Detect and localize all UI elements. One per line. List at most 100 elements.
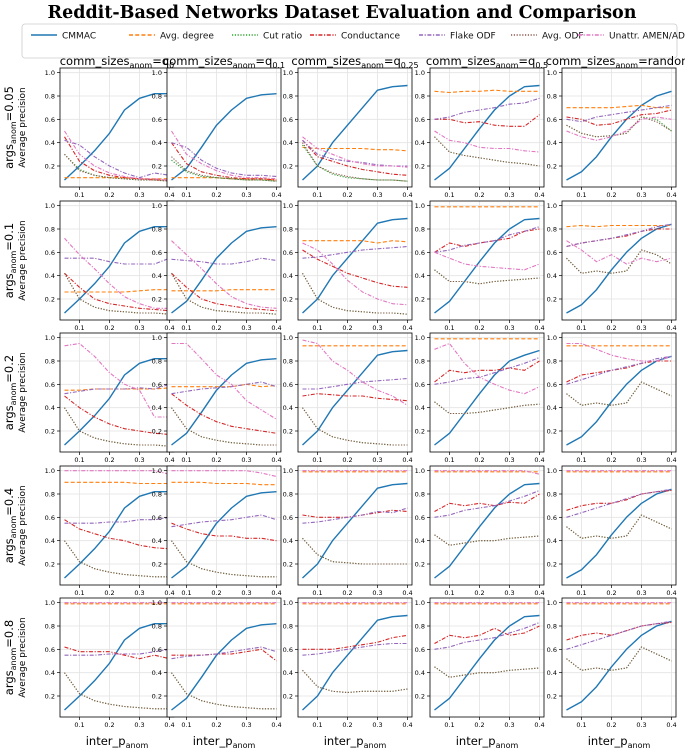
x-tick-label: 0.3 xyxy=(636,721,646,729)
y-tick-label: 0.6 xyxy=(45,514,55,522)
y-tick-label: 0.4 xyxy=(45,669,55,677)
legend-entry: CMMAC xyxy=(31,32,96,42)
series-line xyxy=(434,534,540,546)
y-tick-label: 1.0 xyxy=(415,69,425,77)
x-tick-label: 0.2 xyxy=(474,324,484,332)
column-header: comm_sizesanom=q0.25 xyxy=(291,54,418,70)
x-tick-label: 0.1 xyxy=(181,324,191,332)
legend-entry: Avg. ODF xyxy=(511,32,584,42)
y-tick-label: 0.2 xyxy=(547,428,557,436)
series-line xyxy=(302,634,408,650)
series-line xyxy=(64,177,170,180)
x-tick-label: 0.2 xyxy=(342,324,352,332)
y-tick-label: 0.6 xyxy=(152,514,162,522)
panel-frame xyxy=(297,332,413,453)
series-line xyxy=(434,621,540,650)
row-label: argsanom=0.05 xyxy=(2,86,18,169)
y-tick-label: 1.0 xyxy=(283,202,293,210)
x-tick-label: 0.4 xyxy=(402,721,412,729)
panel: 0.2 0.4 0.6 0.8 1.0 0.1 0.2 0.3 0.4 xyxy=(45,200,175,332)
series-line xyxy=(64,139,170,179)
panel: 0.2 0.4 0.6 0.8 1.0 0.1 0.2 0.3 0.4 xyxy=(415,332,545,464)
y-tick-label: 0.4 xyxy=(152,669,162,677)
x-tick-label: 0.2 xyxy=(606,191,616,199)
column-header: comm_sizesanom=q0.1 xyxy=(163,54,285,70)
x-tick-label: 0.2 xyxy=(606,324,616,332)
y-tick-label: 0.2 xyxy=(283,428,293,436)
x-tick-label: 0.1 xyxy=(444,721,454,729)
y-tick-label: 1.0 xyxy=(415,334,425,342)
series-line xyxy=(566,489,672,511)
y-tick-label: 0.4 xyxy=(283,272,293,280)
series-line xyxy=(64,491,170,579)
panel-frame xyxy=(166,67,282,188)
y-tick-label: 0.4 xyxy=(415,404,425,412)
series-line xyxy=(64,257,170,265)
x-tick-label: 0.2 xyxy=(211,191,221,199)
panel: 0.2 0.4 0.6 0.8 1.0 0.1 0.2 0.3 0.4 xyxy=(45,332,175,464)
y-tick-label: 0.8 xyxy=(415,623,425,631)
panel: 0.2 0.4 0.6 0.8 1.0 0.1 0.2 0.3 0.4 xyxy=(283,597,413,729)
x-tick-label: 0.2 xyxy=(606,721,616,729)
panel-frame xyxy=(166,465,282,586)
y-tick-label: 0.6 xyxy=(415,514,425,522)
series-line xyxy=(64,516,170,524)
series-line xyxy=(302,507,408,524)
series-line xyxy=(566,488,672,518)
x-tick-label: 0.4 xyxy=(271,191,281,199)
series-line xyxy=(171,646,277,660)
y-tick-label: 0.4 xyxy=(45,404,55,412)
x-tick-label: 0.1 xyxy=(181,589,191,597)
x-tick-label: 0.4 xyxy=(402,191,412,199)
y-tick-label: 0.8 xyxy=(152,623,162,631)
x-tick-label: 0.4 xyxy=(164,456,174,464)
series-line xyxy=(171,381,277,395)
x-tick-label: 0.1 xyxy=(74,191,84,199)
series-line xyxy=(566,620,672,711)
x-tick-label: 0.3 xyxy=(636,324,646,332)
panel-frame xyxy=(166,200,282,321)
panel-frame xyxy=(429,200,545,321)
series-line xyxy=(64,153,170,182)
y-tick-label: 0.8 xyxy=(152,226,162,234)
row-label: argsanom=0.8 xyxy=(2,620,18,695)
series-line xyxy=(434,356,540,385)
y-tick-label: 0.8 xyxy=(547,623,557,631)
x-tick-label: 0.3 xyxy=(241,721,251,729)
series-line xyxy=(434,269,540,285)
panel: 0.2 0.4 0.6 0.8 1.0 0.1 0.2 0.3 0.4 xyxy=(45,67,175,199)
y-tick-label: 0.2 xyxy=(547,296,557,304)
x-tick-label: 0.4 xyxy=(666,456,676,464)
series-line xyxy=(171,272,277,312)
y-tick-label: 0.6 xyxy=(415,249,425,257)
x-tick-label: 0.4 xyxy=(666,324,676,332)
y-axis-label: Average precision xyxy=(18,352,28,432)
y-tick-label: 0.6 xyxy=(547,381,557,389)
y-tick-label: 1.0 xyxy=(415,467,425,475)
panel-frame xyxy=(429,67,545,188)
series-line xyxy=(434,666,540,678)
y-tick-label: 0.2 xyxy=(45,693,55,701)
y-tick-label: 0.4 xyxy=(415,669,425,677)
series-line xyxy=(302,249,408,288)
panel: 0.2 0.4 0.6 0.8 1.0 0.1 0.2 0.3 0.4 xyxy=(152,200,282,332)
y-tick-label: 0.6 xyxy=(45,646,55,654)
y-tick-label: 0.2 xyxy=(152,163,162,171)
panel: 0.2 0.4 0.6 0.8 1.0 0.1 0.2 0.3 0.4 xyxy=(547,67,677,199)
y-tick-label: 1.0 xyxy=(283,467,293,475)
series-line xyxy=(64,289,170,293)
x-tick-label: 0.1 xyxy=(576,191,586,199)
x-tick-label: 0.1 xyxy=(312,324,322,332)
x-tick-label: 0.3 xyxy=(241,589,251,597)
y-tick-label: 0.6 xyxy=(415,116,425,124)
x-tick-label: 0.3 xyxy=(372,191,382,199)
x-tick-label: 0.2 xyxy=(211,324,221,332)
x-tick-label: 0.2 xyxy=(474,589,484,597)
series-line xyxy=(171,142,277,181)
x-tick-label: 0.4 xyxy=(164,721,174,729)
series-line xyxy=(566,109,672,126)
panel: 0.2 0.4 0.6 0.8 1.0 0.1 0.2 0.3 0.4 xyxy=(45,597,175,729)
series-line xyxy=(302,614,408,711)
